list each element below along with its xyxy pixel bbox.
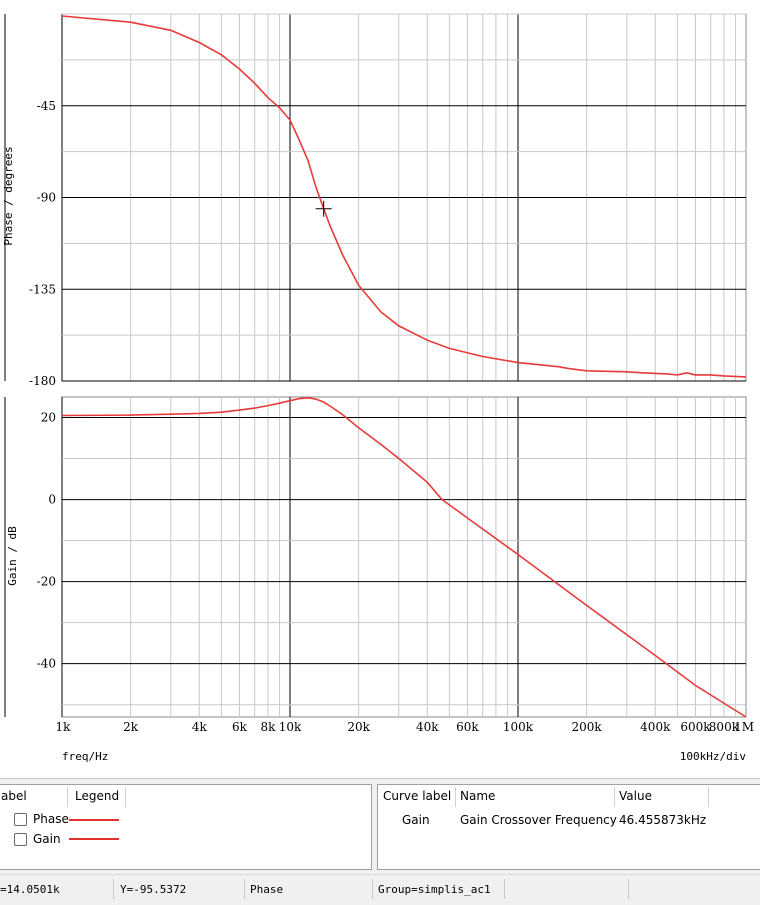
gain-y-tick--20: -20 [37,575,56,589]
phase-y-tick--180: -180 [29,374,56,388]
measure-col-value[interactable]: Value [619,789,652,803]
x-tick-800k: 800k [709,720,740,734]
cursor-crosshair[interactable] [315,200,332,217]
bode-chart[interactable]: -45 -90 -135 -180 20 0 -20 -40 1k 2k 4k 6k 8k 10k 20… [0,0,760,778]
x-axis-label: freq/Hz [62,750,108,763]
phase-y-tick--90: -90 [37,191,56,205]
legend-item-phase[interactable]: Phase [33,812,69,826]
x-tick-6k: 6k [232,720,248,734]
legend-item-gain[interactable]: Gain [33,832,61,846]
x-tick-1M: 1M [734,720,754,734]
column-divider[interactable] [67,787,68,807]
legend-gain-swatch [69,838,119,840]
column-divider[interactable] [614,787,615,807]
x-tick-8k: 8k [260,720,276,734]
x-tick-400k: 400k [640,720,671,734]
x-tick-40k: 40k [416,720,439,734]
gain-y-tick-20: 20 [41,411,56,425]
x-tick-labels: 1k 2k 4k 6k 8k 10k 20k 40k 60k 100k 200k 400k 600k80… [56,720,754,734]
x-tick-600k: 600k [680,720,711,734]
measure-row-value: 46.455873kHz [619,813,707,827]
x-tick-4k: 4k [192,720,208,734]
status-y-readout: Y=-95.5372 [120,883,187,896]
column-divider[interactable] [708,787,709,807]
legend-panel[interactable]: abel Legend Phase Gain [0,784,372,870]
status-divider [113,879,114,899]
column-divider[interactable] [125,787,126,807]
column-divider[interactable] [455,787,456,807]
phase-series-line [61,15,747,378]
x-tick-60k: 60k [456,720,479,734]
plot-area[interactable]: -45 -90 -135 -180 20 0 -20 -40 1k 2k 4k 6k 8k 10k 20… [0,0,760,779]
phase-y-tick-labels: -45 -90 -135 -180 [29,99,56,388]
phase-y-tick--45: -45 [37,99,56,113]
measure-row-curve: Gain [402,813,430,827]
status-curve: Phase [250,883,284,896]
status-divider [372,879,373,899]
gain-y-tick-0: 0 [48,493,56,507]
gain-checkbox[interactable] [14,833,27,846]
x-tick-100k: 100k [503,720,534,734]
x-tick-200k: 200k [572,720,603,734]
legend-col-legend[interactable]: Legend [75,789,120,803]
status-x-readout: =14.0501k [0,883,60,896]
x-tick-1k: 1k [56,720,72,734]
legend-col-curve-label[interactable]: abel [1,789,27,803]
status-group: Group=simplis_ac1 [378,883,491,896]
gain-grid [61,396,747,718]
x-division-label: 100kHz/div [680,750,747,763]
measurement-panel[interactable]: Curve label Name Value Gain Gain Crossov… [377,784,760,870]
phase-axis-label: Phase / degrees [2,146,15,245]
plot-frame [61,396,747,718]
legend-phase-swatch [69,819,119,821]
phase-y-tick--135: -135 [29,282,56,296]
x-tick-20k: 20k [347,720,370,734]
measure-col-curve-label[interactable]: Curve label [383,789,452,803]
phase-checkbox[interactable] [14,813,27,826]
gain-axis-label: Gain / dB [6,526,19,586]
gain-y-tick--40: -40 [37,657,56,671]
x-tick-10k: 10k [279,720,302,734]
status-bar: =14.0501k Y=-95.5372 Phase Group=simplis… [0,874,760,905]
measure-row-name: Gain Crossover Frequency [460,813,617,827]
gain-series-line [61,396,747,718]
measure-col-name[interactable]: Name [460,789,496,803]
x-tick-2k: 2k [123,720,139,734]
status-divider [244,879,245,899]
gain-y-tick-labels: 20 0 -20 -40 [37,411,56,671]
status-divider [628,879,629,899]
phase-grid [61,13,747,382]
status-divider [504,879,505,899]
